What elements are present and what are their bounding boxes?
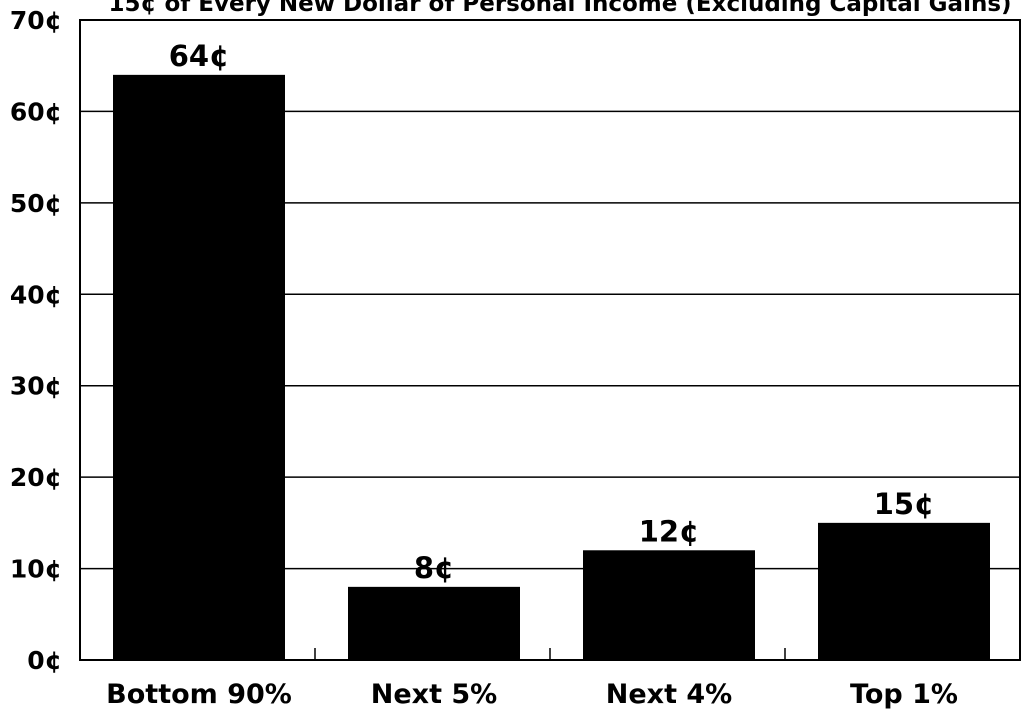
bar xyxy=(348,586,520,660)
x-category-label: Top 1% xyxy=(850,679,958,710)
x-category-label: Next 5% xyxy=(371,679,497,710)
y-tick-label: 30¢ xyxy=(10,372,62,401)
y-tick-label: 60¢ xyxy=(10,97,62,126)
axes xyxy=(79,19,1021,661)
y-tick-label: 50¢ xyxy=(10,189,62,218)
chart-title: 15¢ of Every New Dollar of Personal Inco… xyxy=(108,0,1011,17)
bar xyxy=(818,522,990,660)
x-category-label: Next 4% xyxy=(606,679,732,710)
plot-frame xyxy=(79,19,1021,661)
y-tick-label: 70¢ xyxy=(10,6,62,35)
x-category-labels: Bottom 90% Next 5% Next 4% Top 1% xyxy=(106,679,958,710)
x-category-label: Bottom 90% xyxy=(106,679,292,710)
y-tick-label: 0¢ xyxy=(27,646,62,675)
y-tick-label: 40¢ xyxy=(10,280,62,309)
value-label: 64¢ xyxy=(169,39,230,73)
value-labels: 64¢ 8¢ 12¢ 15¢ xyxy=(169,39,935,585)
y-tick-labels: 0¢ 10¢ 20¢ 30¢ 40¢ 50¢ 60¢ 70¢ xyxy=(10,6,62,675)
value-label: 8¢ xyxy=(414,551,454,585)
value-label: 15¢ xyxy=(874,487,935,521)
value-label: 12¢ xyxy=(639,514,700,548)
y-tick-label: 20¢ xyxy=(10,463,62,492)
bar xyxy=(113,74,285,661)
y-tick-label: 10¢ xyxy=(10,555,62,584)
bars xyxy=(113,74,990,661)
bar xyxy=(583,550,755,660)
